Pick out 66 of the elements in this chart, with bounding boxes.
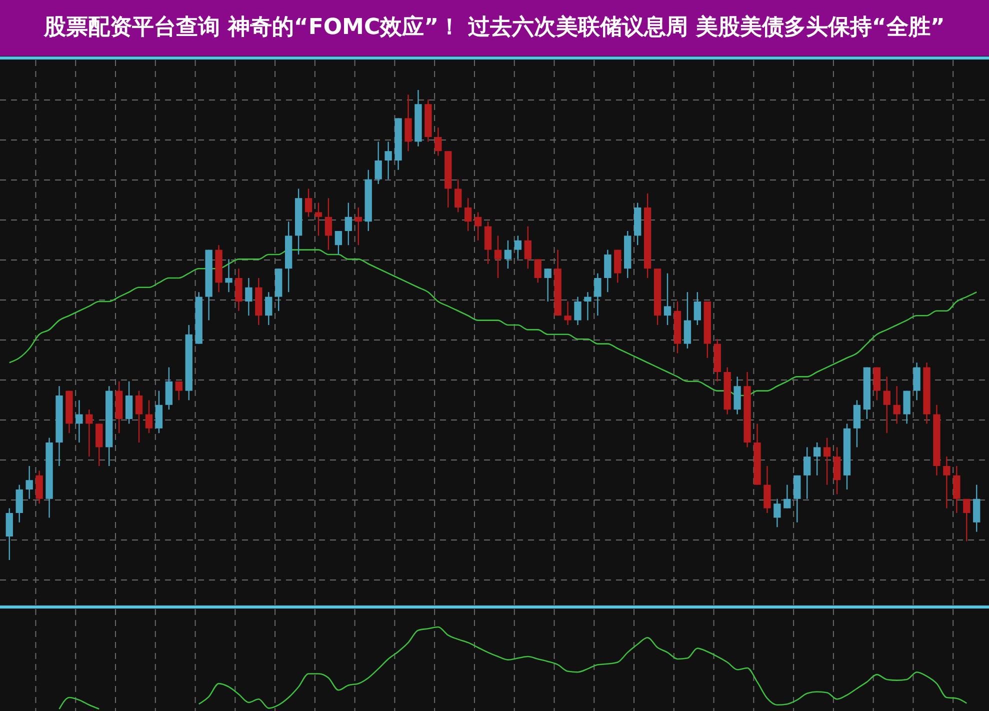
candlestick	[225, 258, 232, 293]
candlestick	[354, 206, 362, 246]
candlestick	[913, 362, 920, 401]
candlestick	[384, 141, 392, 180]
candlestick	[135, 390, 143, 444]
candlestick	[504, 240, 512, 270]
candlestick	[464, 198, 472, 232]
candlestick	[873, 366, 880, 401]
candlestick	[694, 292, 702, 326]
candlestick	[963, 498, 970, 542]
candlestick	[794, 474, 801, 523]
candlestick	[604, 249, 612, 293]
candlestick	[334, 230, 342, 256]
candlestick	[344, 202, 352, 246]
candlestick	[734, 376, 741, 415]
candlestick	[784, 484, 791, 509]
candlestick	[514, 235, 522, 260]
candlestick	[165, 366, 173, 410]
candlestick	[544, 268, 552, 302]
candlestick	[494, 235, 502, 279]
candlestick	[16, 484, 23, 523]
candlestick	[764, 465, 771, 514]
candlestick	[574, 296, 582, 326]
candlestick	[36, 470, 43, 504]
candlestick	[774, 498, 781, 528]
candlestick	[564, 300, 572, 326]
candlestick	[804, 446, 811, 500]
candlestick	[314, 202, 322, 236]
candlestick	[324, 198, 332, 250]
candlestick	[304, 188, 312, 218]
candlestick	[145, 400, 153, 434]
candlestick	[265, 292, 272, 326]
candlestick	[404, 94, 412, 152]
candlestick	[534, 258, 542, 284]
candlestick	[96, 423, 103, 467]
candlestick	[175, 380, 182, 401]
candlestick	[903, 390, 910, 424]
candlestick	[813, 442, 821, 476]
candlestick	[823, 437, 831, 486]
candlestick	[584, 292, 592, 321]
candlestick	[125, 380, 133, 424]
candlestick	[474, 212, 482, 241]
candlestick	[76, 400, 83, 444]
candlestick	[594, 272, 602, 316]
candlestick	[953, 465, 960, 514]
candlestick	[434, 127, 442, 156]
candlestick	[155, 390, 163, 434]
candlestick	[853, 400, 861, 448]
candlestick	[684, 292, 692, 350]
candlestick	[26, 465, 33, 500]
candlestick	[943, 456, 950, 509]
candlestick	[833, 446, 841, 495]
candlestick	[614, 249, 622, 284]
candlestick	[454, 178, 462, 213]
candlestick	[235, 268, 242, 312]
candlestick	[973, 484, 980, 532]
candlestick	[893, 386, 900, 424]
candlestick	[883, 376, 890, 434]
candlestick	[245, 277, 252, 316]
candlestick	[524, 226, 532, 270]
candlestick	[484, 221, 492, 264]
candlestick	[374, 141, 382, 185]
candlestick	[86, 409, 93, 458]
candlestick	[6, 508, 13, 561]
candlestick	[664, 272, 672, 326]
chart-title: 股票配资平台查询 神奇的“FOMC效应”！ 过去六次美联储议息周 美股美债多头保持“全胜”	[42, 14, 946, 42]
